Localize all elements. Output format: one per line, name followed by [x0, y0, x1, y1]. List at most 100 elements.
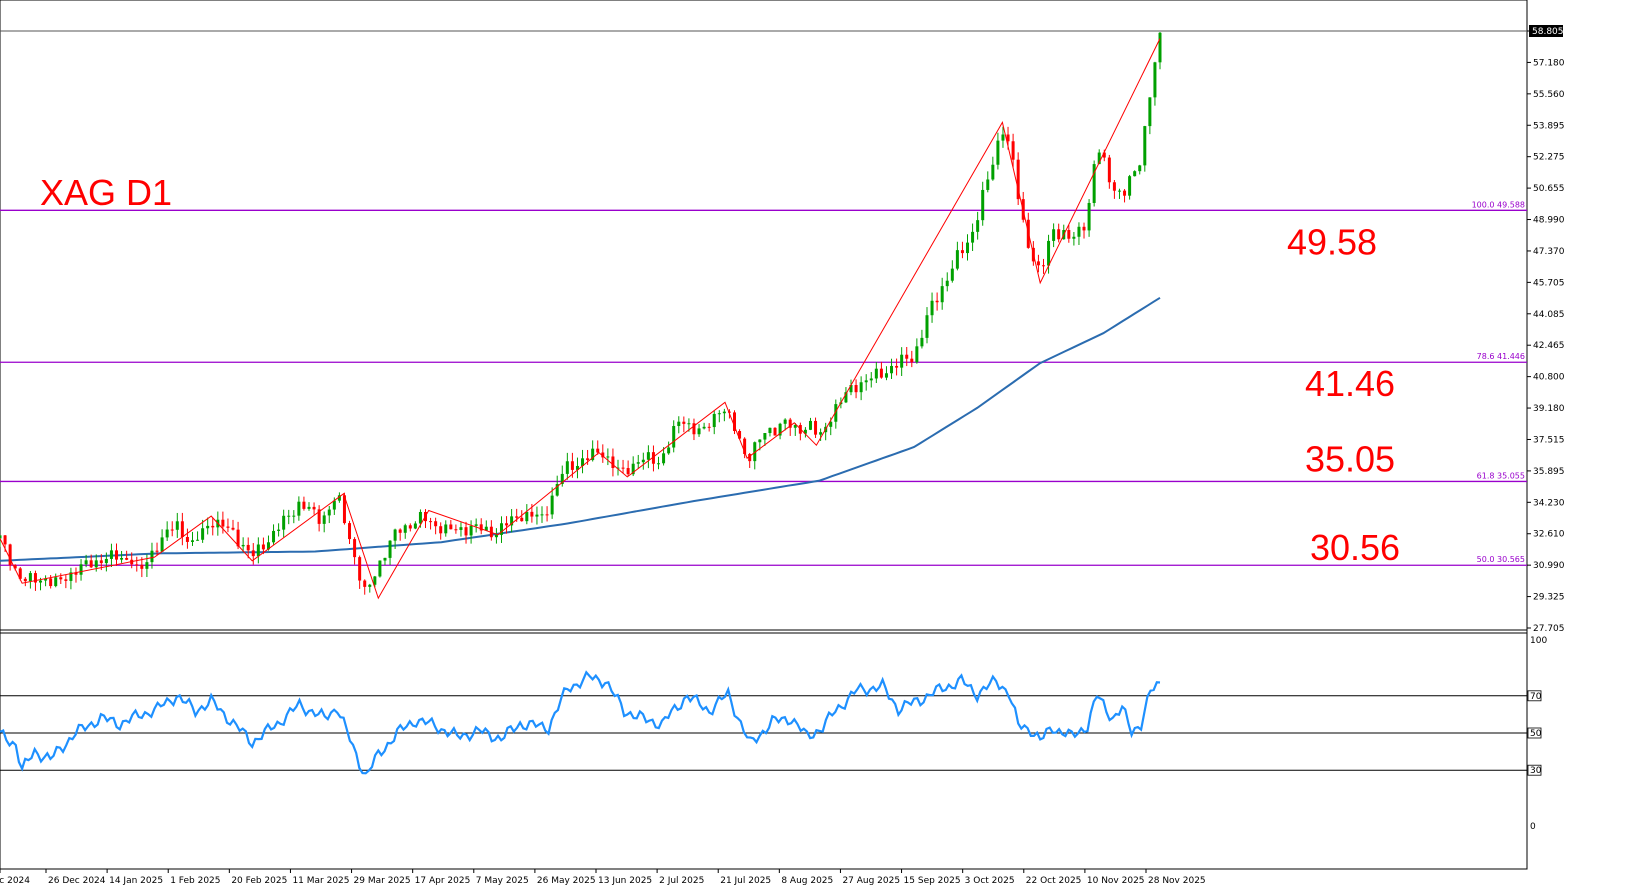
candle-body — [454, 529, 458, 531]
candle-body — [302, 501, 306, 509]
price-tick-label: 50.655 — [1533, 184, 1565, 194]
candle-body — [332, 500, 336, 510]
candle-body — [930, 300, 934, 316]
candle-body — [530, 511, 534, 517]
candle-body — [844, 392, 848, 403]
candle-body — [581, 458, 585, 466]
candle-body — [1052, 229, 1056, 241]
candle-body — [403, 525, 407, 533]
candle-body — [74, 572, 78, 575]
candle-body — [79, 564, 83, 575]
time-tick-label: 29 Mar 2025 — [354, 876, 411, 886]
candle-body — [18, 568, 22, 579]
candle-body — [307, 506, 311, 509]
candle-body — [322, 515, 326, 524]
fib-price-annotation: 41.46 — [1305, 363, 1395, 404]
candle-body — [196, 539, 200, 541]
candle-body — [125, 558, 129, 560]
candle-body — [667, 447, 671, 454]
price-tick-label: 39.180 — [1533, 404, 1565, 414]
candle-body — [976, 220, 980, 232]
candle-body — [206, 525, 210, 529]
candle-body — [510, 516, 514, 526]
candle-body — [854, 385, 858, 393]
candle-body — [732, 412, 736, 432]
candle-body — [327, 509, 331, 516]
candle-body — [49, 578, 53, 587]
candle-body — [388, 540, 392, 558]
rsi-line — [0, 670, 1161, 775]
candle-body — [1148, 97, 1152, 127]
candle-body — [677, 421, 681, 427]
time-tick-label: 3 Oct 2025 — [965, 876, 1015, 886]
candle-body — [651, 452, 655, 464]
candle-body — [641, 459, 645, 463]
candle-body — [378, 560, 382, 577]
candle-body — [945, 280, 949, 287]
candle-body — [479, 524, 483, 531]
price-tick-label: 40.800 — [1533, 373, 1565, 383]
candle-body — [109, 550, 113, 559]
candle-body — [1133, 171, 1137, 177]
time-tick-label: 11 Mar 2025 — [292, 876, 349, 886]
price-tick-label: 30.990 — [1533, 561, 1565, 571]
candle-body — [646, 452, 650, 460]
candle-body — [748, 454, 752, 462]
candle-body — [261, 544, 265, 550]
price-tick-label: 32.610 — [1533, 530, 1565, 540]
time-tick-label: 15 Sep 2025 — [904, 876, 961, 886]
candle-body — [895, 365, 899, 368]
candle-body — [135, 564, 139, 566]
price-tick-label: 44.085 — [1533, 310, 1565, 320]
candle-body — [955, 250, 959, 269]
candle-body — [408, 525, 412, 529]
candle-body — [1072, 236, 1076, 239]
candle-body — [616, 467, 620, 469]
candle-body — [226, 526, 230, 528]
candle-body — [211, 525, 215, 528]
candle-body — [444, 524, 448, 534]
candle-body — [834, 404, 838, 422]
time-tick-label: 14 Jan 2025 — [109, 876, 163, 886]
candle-body — [565, 461, 569, 474]
price-tick-label: 45.705 — [1533, 278, 1565, 288]
candle-body — [545, 514, 549, 516]
candle-body — [773, 427, 777, 436]
time-tick-label: 21 Jul 2025 — [720, 876, 771, 886]
candle-body — [1117, 190, 1121, 192]
candle-body — [763, 433, 767, 440]
candle-body — [829, 421, 833, 427]
price-tick-label: 35.895 — [1533, 467, 1565, 477]
moving-average-group — [0, 296, 1161, 562]
candle-body — [115, 550, 119, 560]
candle-body — [540, 514, 544, 516]
candle-body — [39, 580, 43, 583]
candle-body — [808, 420, 812, 430]
candle-body — [682, 421, 686, 424]
candle-body — [611, 456, 615, 468]
candle-body — [915, 346, 919, 363]
candle-body — [89, 560, 93, 568]
candle-body — [520, 517, 524, 522]
candle-body — [69, 572, 73, 581]
rsi-tick-label: 50 — [1530, 729, 1542, 739]
fib-level-label: 61.8 35.055 — [1477, 471, 1525, 480]
main-panel-frame — [0, 0, 1528, 870]
candle-body — [246, 544, 250, 551]
candle-body — [494, 534, 498, 538]
candle-body — [601, 452, 605, 458]
candle-body — [550, 495, 554, 515]
candle-body — [312, 506, 316, 510]
candle-body — [662, 453, 666, 464]
candle-body — [393, 529, 397, 541]
candle-body — [23, 578, 27, 582]
candle-body — [484, 526, 488, 531]
candle-body — [353, 539, 357, 558]
candle-body — [3, 535, 7, 545]
candle-body — [287, 515, 291, 517]
fib-price-annotation: 49.58 — [1287, 221, 1377, 262]
candle-body — [201, 528, 205, 540]
candle-body — [1041, 265, 1045, 267]
zigzag-line — [0, 38, 1161, 600]
